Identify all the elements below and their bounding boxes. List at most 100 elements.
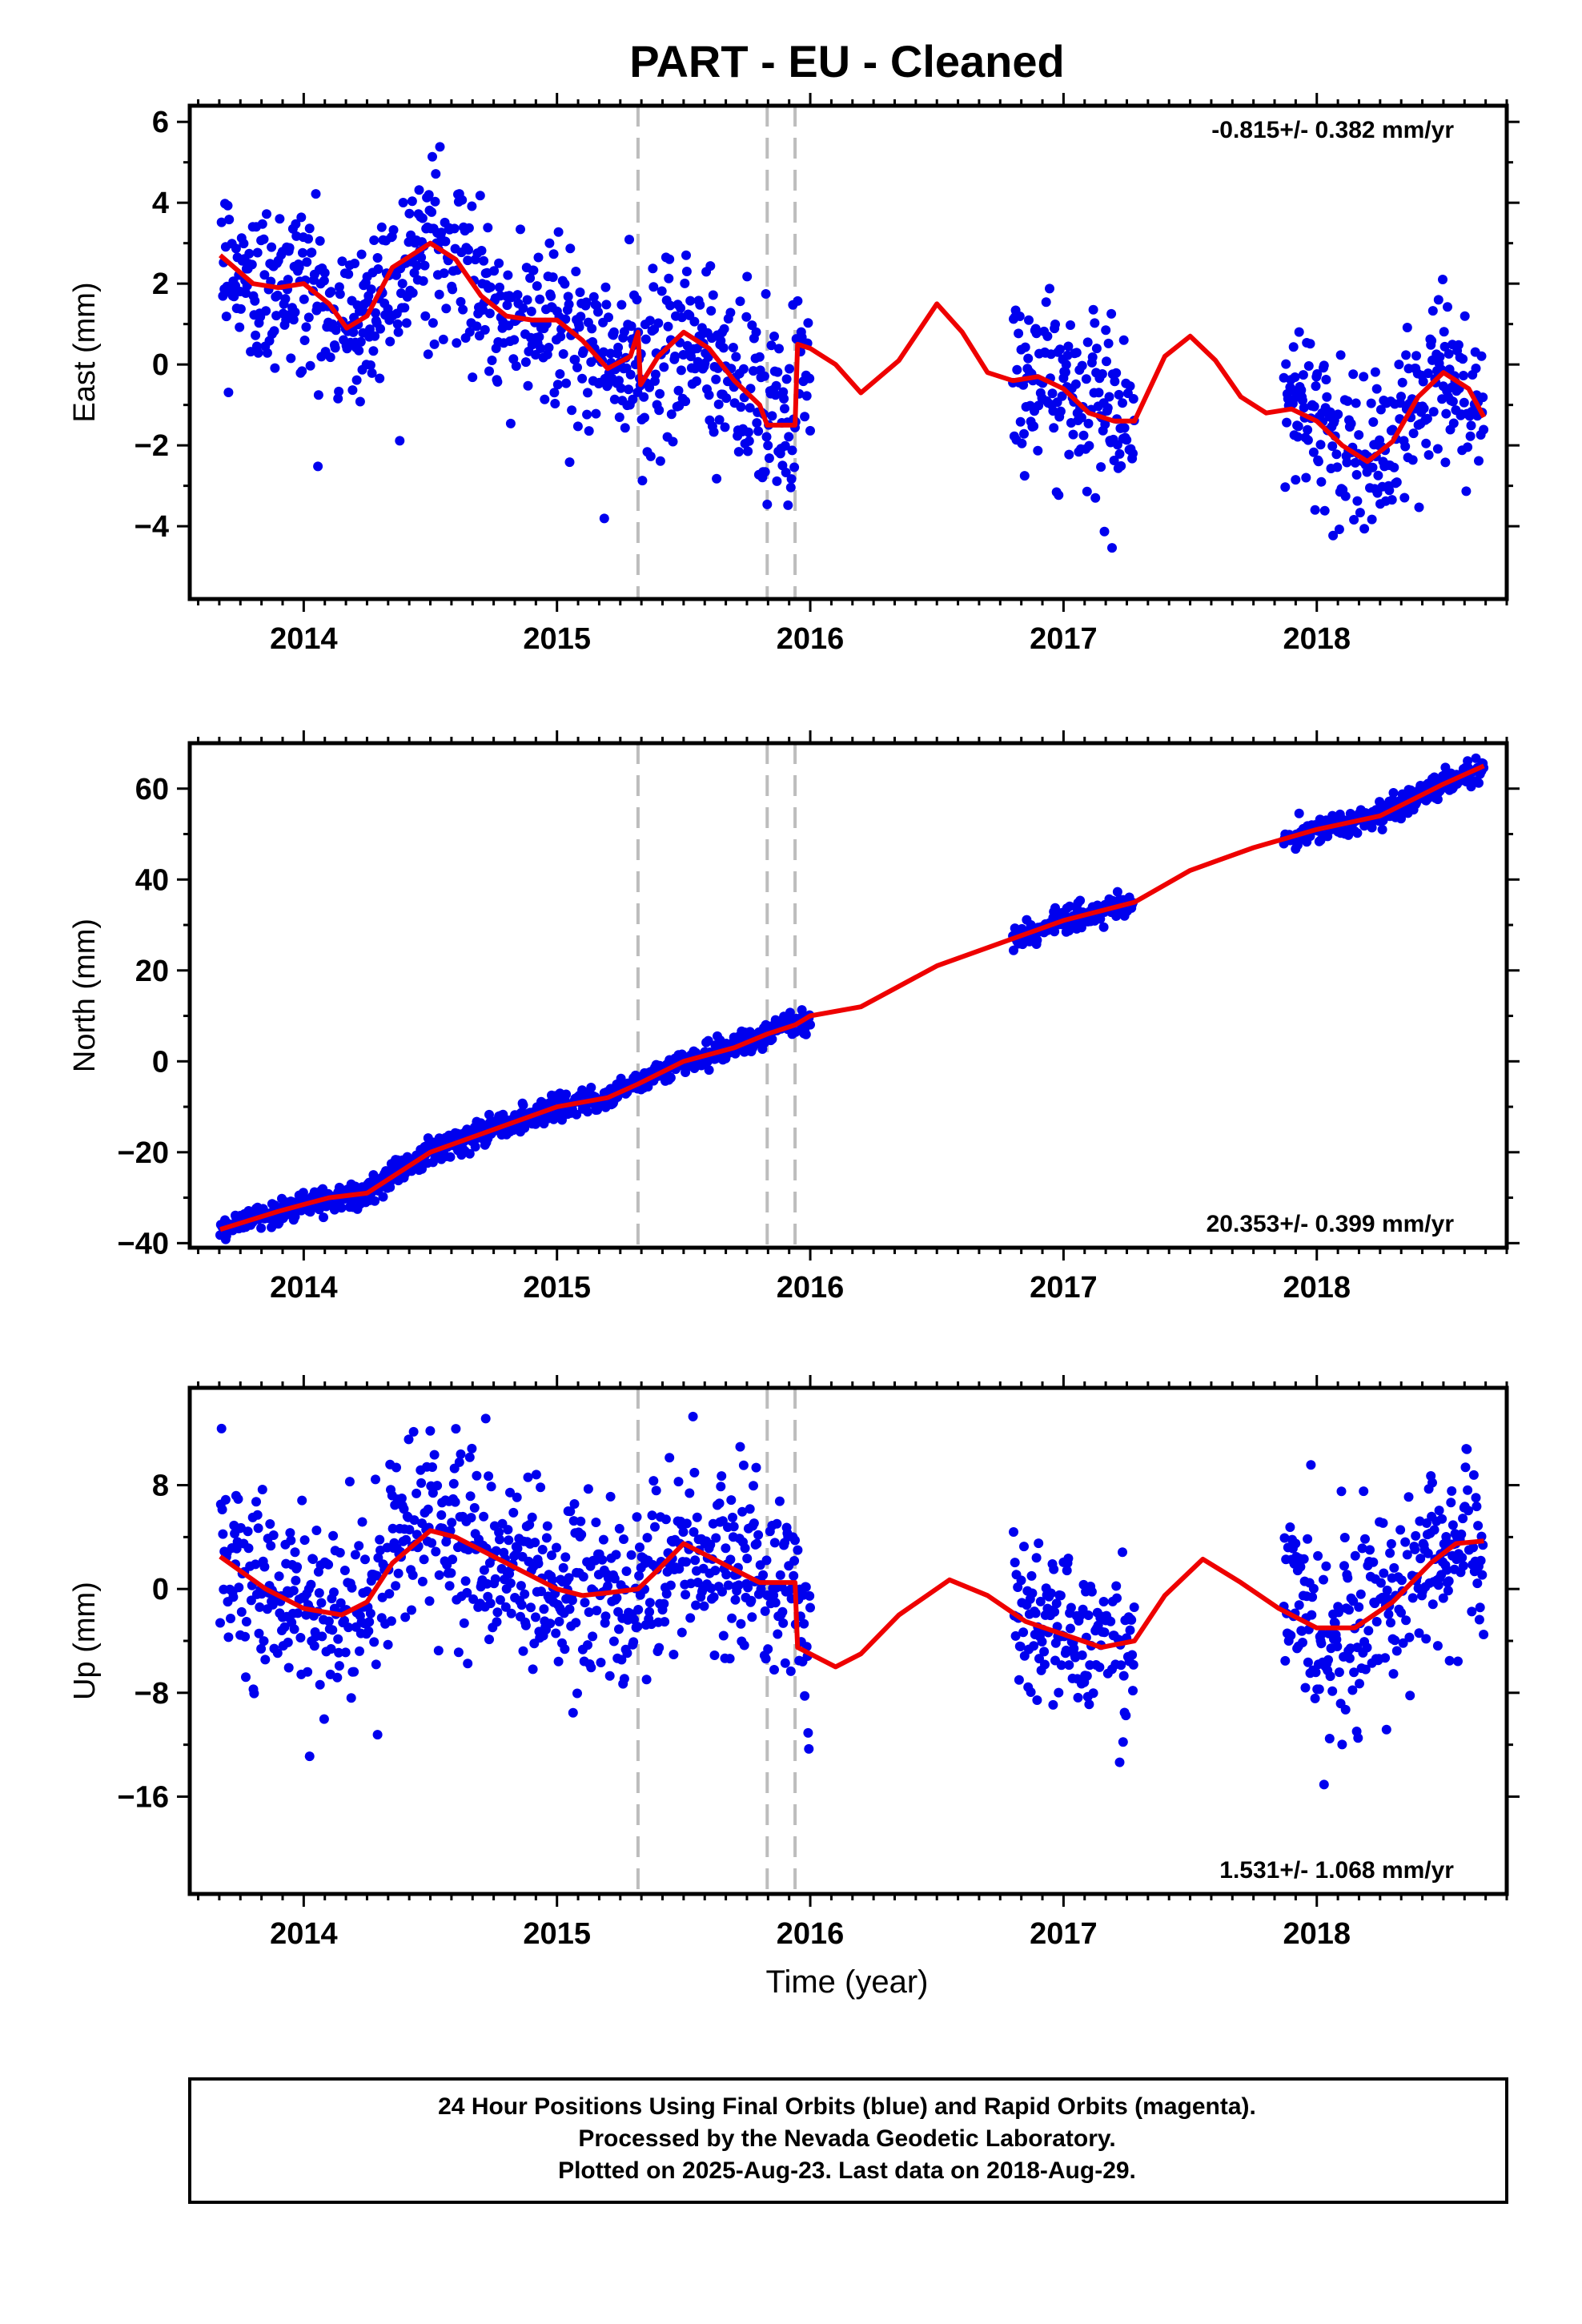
data-point (492, 1607, 503, 1618)
data-point (1313, 456, 1323, 467)
data-point (299, 336, 310, 345)
data-point (804, 1743, 814, 1754)
data-point (1439, 341, 1450, 352)
data-point (763, 440, 773, 451)
data-point (1112, 887, 1122, 897)
data-point (1118, 1737, 1128, 1747)
data-point (1433, 1580, 1443, 1590)
data-point (738, 364, 749, 374)
data-point (479, 1511, 489, 1522)
y-tick-label: −40 (118, 1227, 169, 1261)
data-point (520, 357, 531, 368)
data-point (502, 300, 512, 311)
data-point (435, 142, 445, 152)
data-point (1062, 1566, 1072, 1576)
footer-line-1: 24 Hour Positions Using Final Orbits (bl… (438, 2093, 1256, 2120)
data-point (1421, 438, 1431, 448)
data-point (428, 151, 437, 162)
data-point (1088, 1688, 1098, 1699)
data-point (1440, 457, 1451, 468)
data-point (1464, 1506, 1473, 1516)
data-point (1114, 448, 1125, 459)
data-point (1401, 1615, 1411, 1626)
data-point (298, 247, 307, 258)
data-point (1064, 1660, 1074, 1671)
data-point (665, 1580, 676, 1590)
data-point (619, 1534, 628, 1544)
data-point (1342, 457, 1352, 468)
data-point (267, 242, 277, 252)
data-point (259, 234, 269, 244)
data-point (699, 1601, 709, 1611)
data-point (1128, 394, 1138, 404)
data-point (648, 1476, 659, 1486)
x-tick-label: 2017 (1030, 1271, 1098, 1305)
data-point (629, 1614, 639, 1625)
data-point (1377, 824, 1387, 834)
data-point (780, 1658, 790, 1668)
x-tick-label: 2014 (270, 1917, 338, 1951)
data-point (1350, 1550, 1360, 1561)
data-point (1415, 1554, 1426, 1564)
data-point (749, 1518, 759, 1529)
data-point (560, 1552, 571, 1562)
data-point (419, 1554, 429, 1565)
data-point (1411, 1530, 1421, 1541)
data-point (661, 1514, 671, 1525)
data-point (291, 1575, 301, 1586)
data-point (769, 332, 779, 341)
data-point (1437, 1514, 1447, 1524)
data-point (714, 415, 725, 425)
data-point (457, 195, 468, 205)
data-point (400, 303, 410, 313)
data-point (1432, 794, 1443, 805)
data-point (1281, 359, 1291, 369)
data-point (1298, 1638, 1307, 1647)
data-point (761, 432, 772, 442)
data-point (1471, 1493, 1481, 1503)
data-point (717, 1586, 727, 1597)
data-point (370, 1196, 380, 1206)
data-point (713, 399, 724, 409)
data-point (1453, 1656, 1463, 1667)
data-point (564, 1604, 575, 1614)
data-point (218, 1529, 228, 1539)
data-point (1106, 1616, 1116, 1626)
data-point (253, 348, 263, 358)
data-point (785, 364, 794, 374)
data-point (431, 169, 441, 179)
data-point (401, 1534, 412, 1545)
data-point (673, 385, 684, 396)
footer-line-3: Plotted on 2025-Aug-23. Last data on 201… (558, 2157, 1136, 2184)
data-point (1018, 1627, 1029, 1638)
data-point (329, 1587, 339, 1598)
y-tick-label: −2 (135, 429, 169, 463)
data-point (1447, 396, 1458, 407)
data-point (659, 1598, 669, 1609)
data-point (553, 1656, 564, 1667)
data-point (1352, 828, 1363, 838)
data-point (1015, 1642, 1026, 1651)
data-point (1438, 1593, 1448, 1603)
data-point (770, 1598, 781, 1608)
data-point (464, 327, 475, 337)
data-point (805, 1602, 815, 1613)
data-point (706, 1583, 717, 1594)
data-point (666, 409, 677, 420)
data-point (495, 1534, 504, 1545)
data-point (1128, 448, 1138, 459)
data-point (1407, 1593, 1418, 1603)
data-point (439, 268, 449, 279)
data-point (621, 1566, 632, 1576)
data-point (583, 1484, 593, 1494)
data-point (299, 1535, 310, 1546)
data-point (335, 1598, 346, 1608)
data-point (1340, 1704, 1351, 1715)
data-point (1314, 1684, 1324, 1695)
rate-label: 1.531+/- 1.068 mm/yr (1219, 1857, 1454, 1884)
data-point (1014, 1675, 1024, 1685)
data-point (334, 282, 344, 292)
data-point (414, 185, 424, 195)
data-point (1050, 927, 1060, 937)
data-point (283, 1637, 293, 1647)
